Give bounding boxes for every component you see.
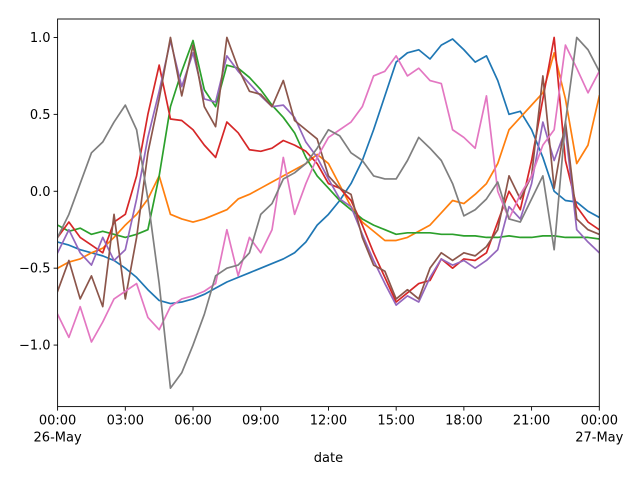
x-tick-sublabel: 27-May bbox=[575, 431, 623, 446]
y-tick-label: −0.5 bbox=[19, 262, 51, 277]
y-tick-label: −1.0 bbox=[19, 339, 51, 354]
y-tick-label: 1.0 bbox=[30, 31, 51, 46]
x-tick-label: 15:00 bbox=[377, 414, 414, 429]
x-axis-title: date bbox=[314, 451, 343, 466]
series-line-8 bbox=[57, 36, 600, 389]
x-tick-label: 00:00 bbox=[39, 414, 76, 429]
x-tick-label: 00:00 bbox=[581, 414, 618, 429]
x-tick-label: 21:00 bbox=[513, 414, 550, 429]
series-line-4 bbox=[57, 36, 600, 303]
axes-frame bbox=[57, 18, 600, 408]
x-tick-label: 03:00 bbox=[107, 414, 144, 429]
x-tick-sublabel: 26-May bbox=[34, 431, 82, 446]
series-line-1 bbox=[57, 38, 600, 305]
plot-area bbox=[57, 18, 600, 408]
series-group bbox=[57, 36, 600, 389]
x-axis: 00:00 26-May 03:00 06:00 09:00 12:00 15:00 18:0… bbox=[34, 406, 624, 446]
x-tick-label: 12:00 bbox=[310, 414, 347, 429]
series-line-6 bbox=[57, 36, 600, 308]
y-tick-label: 0.0 bbox=[30, 185, 51, 200]
series-line-5 bbox=[57, 39, 600, 306]
y-tick-label: 0.5 bbox=[30, 108, 51, 123]
x-tick-label: 09:00 bbox=[242, 414, 279, 429]
x-tick-label: 18:00 bbox=[445, 414, 482, 429]
series-line-3 bbox=[57, 39, 600, 240]
x-tick-label: 06:00 bbox=[174, 414, 211, 429]
y-axis: 1.0 0.5 0.0 −0.5 −1.0 bbox=[19, 31, 58, 354]
